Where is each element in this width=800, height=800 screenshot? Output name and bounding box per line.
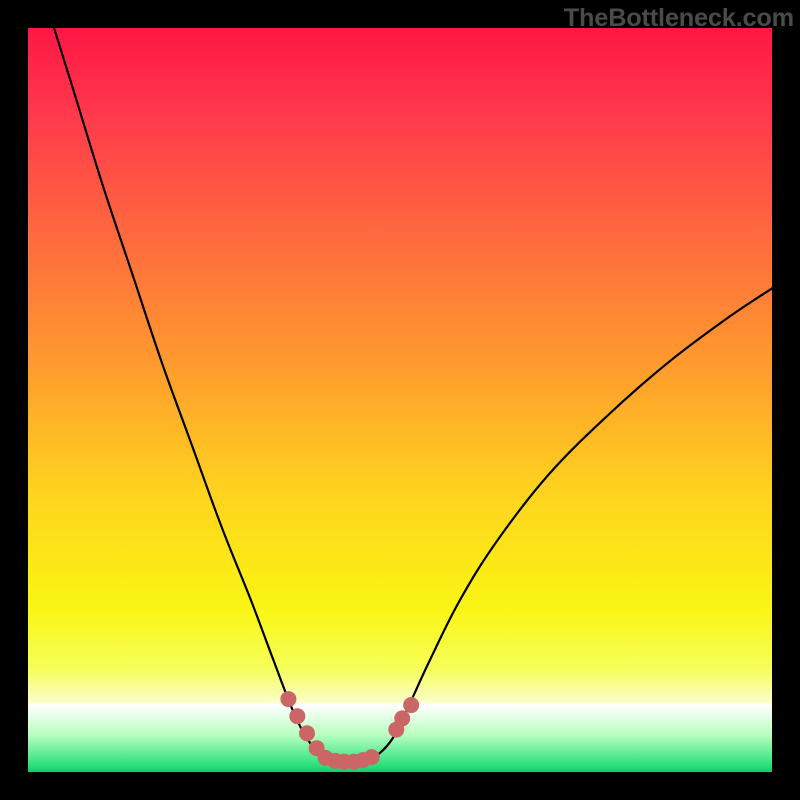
curve-marker [289, 708, 305, 724]
bottleneck-curve [54, 28, 772, 762]
curve-marker [403, 697, 419, 713]
watermark-label: TheBottleneck.com [564, 4, 794, 33]
chart-stage: TheBottleneck.com [0, 0, 800, 800]
curve-marker [394, 710, 410, 726]
curve-marker [299, 725, 315, 741]
plot-area [28, 28, 772, 772]
curve-overlay [28, 28, 772, 772]
marker-group [280, 691, 419, 769]
curve-marker [364, 749, 380, 765]
curve-marker [280, 691, 296, 707]
